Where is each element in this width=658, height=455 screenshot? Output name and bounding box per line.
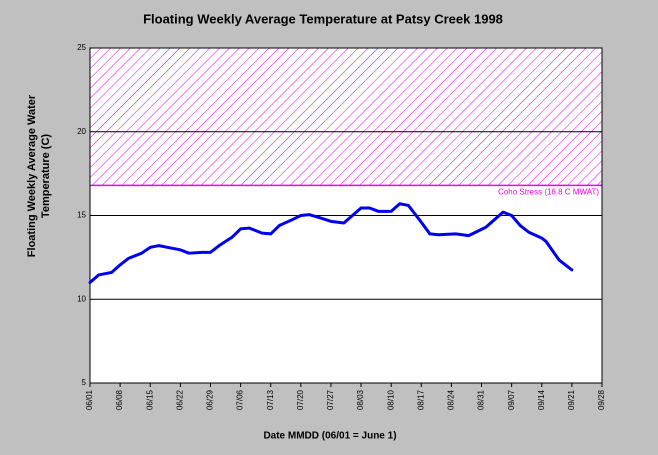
threshold-label: Coho Stress (16.8 C MWAT) (498, 187, 599, 196)
x-axis-label: Date MMDD (06/01 = June 1) (263, 431, 396, 442)
chart-title: Floating Weekly Average Temperature at P… (143, 11, 503, 26)
x-tick-label: 06/01 (85, 389, 94, 410)
y-axis-label: Temperature (C) (40, 134, 52, 218)
x-tick-label: 09/07 (507, 389, 516, 410)
y-tick-label: 5 (82, 378, 87, 387)
threshold-band (90, 48, 602, 186)
x-tick-label: 07/13 (266, 389, 275, 410)
x-tick-label: 06/08 (115, 389, 124, 410)
data-line (88, 202, 574, 284)
y-tick-label: 20 (77, 127, 86, 136)
x-tick-label: 07/20 (296, 389, 305, 410)
x-tick-label: 08/31 (477, 389, 486, 410)
x-tick-label: 06/22 (175, 389, 184, 410)
y-tick-label: 10 (77, 294, 86, 303)
x-tick-label: 08/24 (447, 389, 456, 410)
y-tick-label: 25 (77, 43, 86, 52)
y-tick-label: 15 (77, 211, 86, 220)
x-tick-label: 06/29 (206, 389, 215, 410)
y-axis-label: Floating Weekly Average Water (26, 94, 38, 257)
x-tick-label: 07/06 (236, 389, 245, 410)
x-tick-label: 08/03 (356, 389, 365, 410)
x-tick-label: 09/28 (597, 389, 606, 410)
plot-frame (89, 47, 603, 384)
x-tick-label: 07/27 (326, 389, 335, 410)
x-tick-label: 09/21 (567, 389, 576, 410)
x-tick-label: 06/15 (145, 389, 154, 410)
x-tick-label: 08/17 (416, 389, 425, 410)
x-tick-label: 09/14 (537, 389, 546, 410)
x-tick-label: 08/10 (386, 389, 395, 410)
